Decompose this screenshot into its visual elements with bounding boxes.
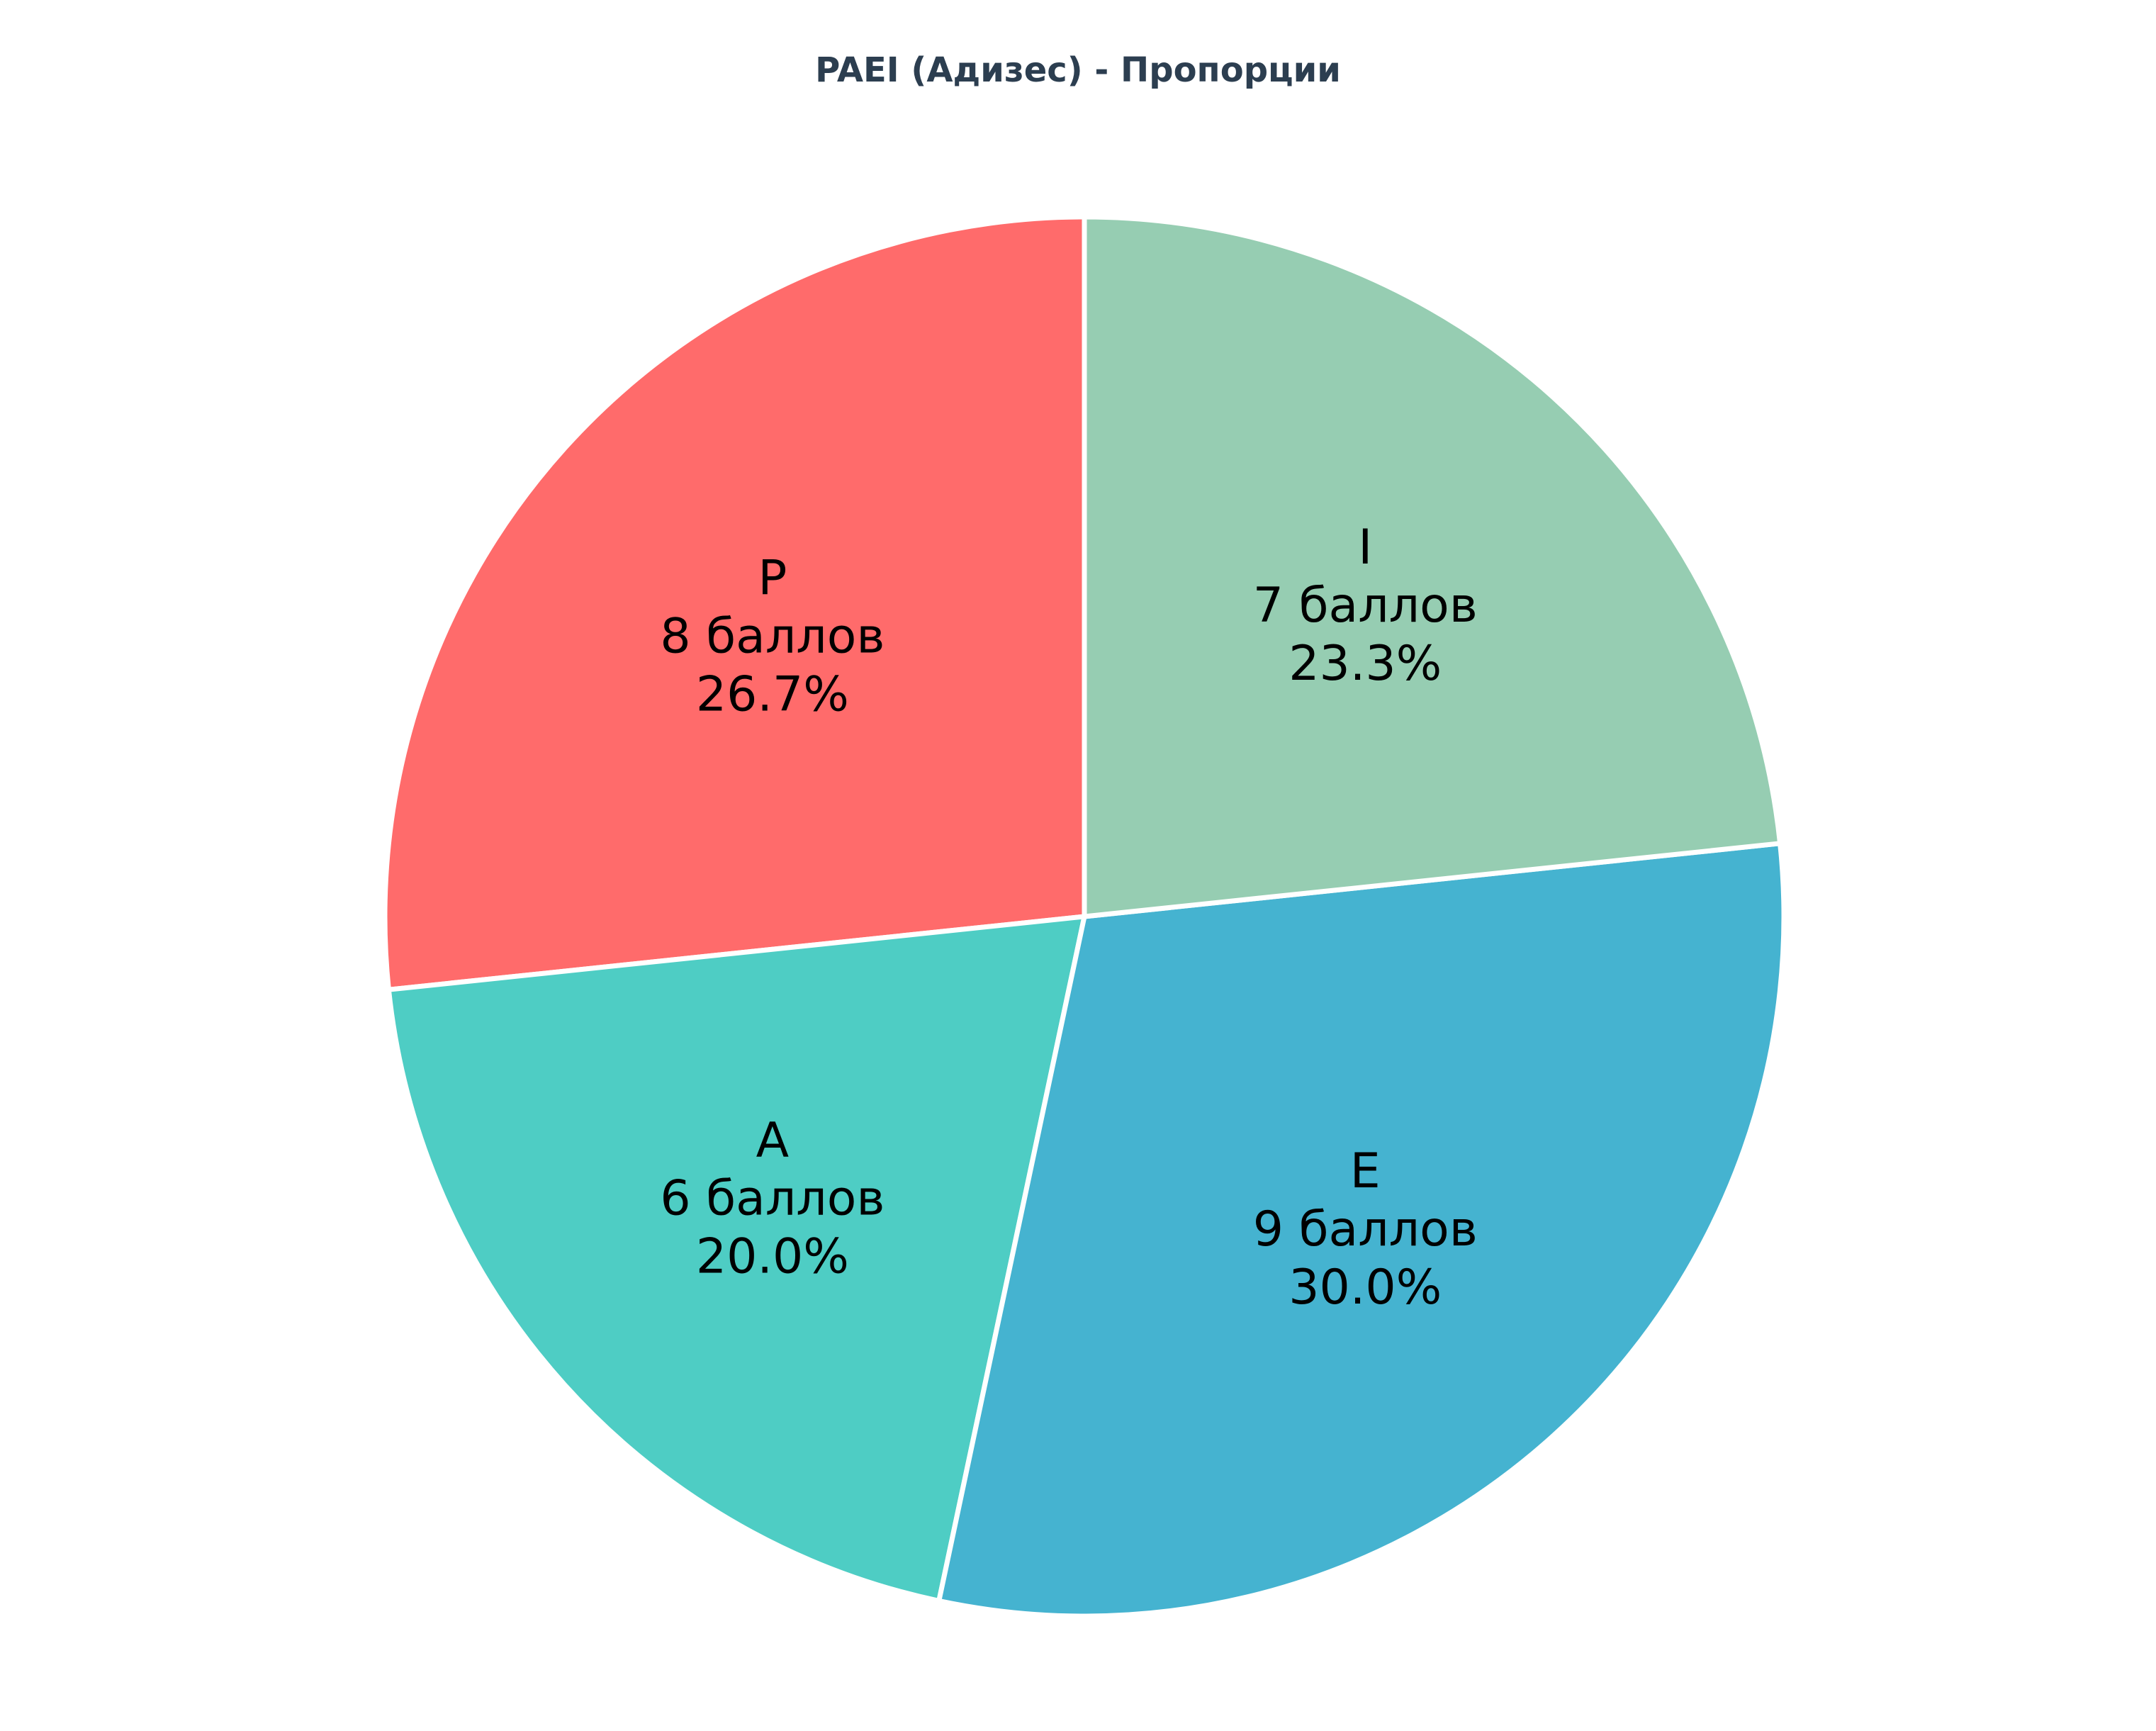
slice-percent-label: 20.0% — [696, 1228, 849, 1284]
pie-slice-p — [382, 214, 1087, 992]
pie-slice-i — [1082, 214, 1783, 919]
slice-category-label: A — [756, 1112, 790, 1168]
slice-percent-label: 30.0% — [1288, 1260, 1442, 1316]
slice-value-label: 6 баллов — [660, 1170, 885, 1226]
pie-slice-e — [936, 841, 1787, 1619]
chart-title: PAEI (Адизес) - Пропорции — [815, 50, 1341, 90]
slice-value-label: 7 баллов — [1253, 578, 1478, 634]
slice-category-label: P — [758, 551, 787, 607]
slice-value-label: 8 баллов — [660, 609, 885, 665]
slice-percent-label: 26.7% — [696, 667, 849, 723]
slice-category-label: E — [1350, 1143, 1381, 1199]
pie-slices — [382, 214, 1787, 1619]
slice-percent-label: 23.3% — [1288, 636, 1442, 692]
slice-value-label: 9 баллов — [1253, 1201, 1478, 1257]
slice-category-label: I — [1358, 520, 1372, 576]
pie-slice-a — [386, 914, 1087, 1603]
